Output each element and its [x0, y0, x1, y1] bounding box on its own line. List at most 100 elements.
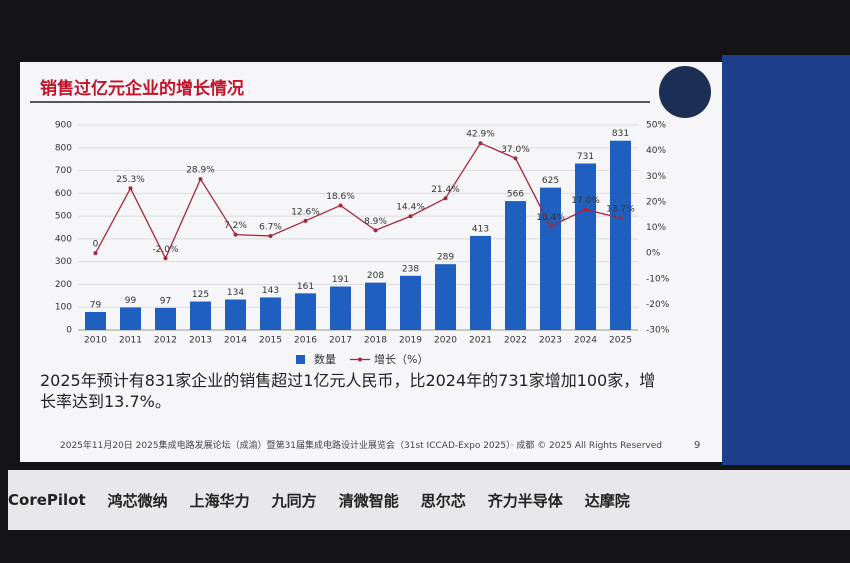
- x-tick-label: 2011: [119, 336, 142, 346]
- growth-value-label: 8.9%: [364, 217, 387, 227]
- y2-tick-label: -10%: [646, 274, 670, 284]
- sponsor-strip: CorePilot 鸿芯微纳 上海华力 九同方 清微智能 思尔芯 齐力半导体 达摩院: [8, 470, 850, 530]
- legend-swatch: [358, 357, 362, 362]
- growth-point: [163, 256, 168, 261]
- x-tick-label: 2017: [329, 336, 352, 346]
- bar: [155, 307, 176, 330]
- growth-value-label: 10.4%: [536, 213, 565, 223]
- growth-value-label: 13.7%: [606, 205, 635, 215]
- sponsor-logo: 思尔芯: [420, 491, 466, 510]
- growth-value-label: -2.0%: [152, 245, 179, 255]
- x-tick-label: 2019: [399, 336, 422, 346]
- sponsor-logo: 上海华力: [189, 491, 250, 510]
- growth-value-label: 17.0%: [571, 196, 600, 206]
- bar: [610, 140, 631, 330]
- growth-point: [303, 218, 308, 223]
- growth-value-label: 42.9%: [466, 130, 495, 140]
- growth-value-label: 28.9%: [186, 166, 215, 176]
- bar-value-label: 238: [402, 264, 419, 274]
- bar-value-label: 99: [125, 296, 137, 306]
- y-tick-label: 600: [55, 189, 72, 199]
- sponsor-logo: 清微智能: [338, 491, 399, 510]
- x-tick-label: 2023: [539, 336, 562, 346]
- y-tick-label: 500: [55, 212, 72, 222]
- growth-value-label: 6.7%: [259, 222, 282, 232]
- bar-value-label: 625: [542, 176, 559, 186]
- bar: [120, 307, 141, 330]
- y-tick-label: 800: [55, 143, 72, 153]
- legend-label: 数量: [314, 353, 336, 366]
- bar: [225, 299, 246, 330]
- x-tick-label: 2022: [504, 336, 527, 346]
- growth-point: [338, 203, 343, 208]
- growth-point: [93, 251, 98, 256]
- bar-value-label: 413: [472, 224, 489, 234]
- bar-value-label: 566: [507, 190, 524, 200]
- growth-point: [408, 214, 413, 219]
- side-panel: [722, 55, 850, 465]
- bar: [330, 286, 351, 330]
- y-tick-label: 0: [66, 326, 72, 336]
- y2-tick-label: -20%: [646, 300, 670, 310]
- y2-tick-label: 0%: [646, 249, 661, 259]
- y-tick-label: 900: [55, 121, 72, 131]
- bar-value-label: 97: [160, 296, 171, 306]
- x-tick-label: 2016: [294, 336, 317, 346]
- legend-label: 增长（%）: [374, 352, 428, 366]
- growth-value-label: 25.3%: [116, 175, 145, 185]
- bar-value-label: 731: [577, 152, 594, 162]
- growth-line: [94, 142, 621, 260]
- growth-point: [268, 233, 273, 238]
- sponsor-logo: CorePilot: [8, 491, 86, 509]
- growth-point: [373, 228, 378, 233]
- bar-value-label: 831: [612, 129, 629, 139]
- y2-tick-label: 10%: [646, 223, 666, 233]
- bar: [365, 282, 386, 330]
- bar: [260, 297, 281, 330]
- growth-point: [198, 177, 203, 182]
- x-tick-label: 2012: [154, 336, 177, 346]
- growth-value-label: 0: [93, 240, 99, 250]
- y2-tick-label: -30%: [646, 326, 670, 336]
- bar-value-label: 208: [367, 271, 384, 281]
- growth-value-label: 12.6%: [291, 207, 320, 217]
- footer: 2025年11月20日 2025集成电路发展论坛（成渝）暨第31届集成电路设计业…: [60, 441, 662, 451]
- bar: [435, 264, 456, 330]
- growth-point: [513, 156, 518, 161]
- y2-tick-label: 30%: [646, 172, 666, 182]
- bar: [470, 235, 491, 330]
- growth-value-label: 21.4%: [431, 185, 460, 195]
- growth-point: [443, 196, 448, 201]
- bar-value-label: 125: [192, 290, 209, 300]
- growth-point: [128, 186, 133, 191]
- sponsor-logo: 九同方: [271, 491, 317, 510]
- growth-point: [233, 232, 238, 237]
- bar-value-label: 143: [262, 286, 279, 296]
- bar: [505, 201, 526, 330]
- bar: [190, 301, 211, 330]
- x-tick-label: 2025: [609, 336, 632, 346]
- bar-value-label: 161: [297, 282, 314, 292]
- sponsor-logo: 达摩院: [584, 491, 630, 510]
- chart-title: 销售过亿元企业的增长情况: [40, 79, 244, 99]
- summary: 2025年预计有831家企业的销售超过1亿元人民币，比2024年的731家增加1…: [40, 371, 656, 411]
- growth-point: [618, 216, 623, 221]
- sponsor-logo: 齐力半导体: [487, 491, 563, 510]
- x-tick-label: 2013: [189, 336, 212, 346]
- y-tick-label: 300: [55, 257, 72, 267]
- growth-value-label: 37.0%: [501, 145, 530, 155]
- y-tick-label: 200: [55, 280, 72, 290]
- growth-point: [548, 224, 553, 229]
- y-tick-label: 100: [55, 303, 72, 313]
- bar: [85, 312, 106, 330]
- x-tick-label: 2020: [434, 336, 457, 346]
- x-tick-label: 2018: [364, 336, 387, 346]
- y2-tick-label: 40%: [646, 146, 666, 156]
- y2-tick-label: 50%: [646, 121, 666, 131]
- growth-value-label: 7.2%: [224, 221, 247, 231]
- x-tick-label: 2021: [469, 336, 492, 346]
- growth-value-label: 14.4%: [396, 203, 425, 213]
- y-tick-label: 700: [55, 166, 72, 176]
